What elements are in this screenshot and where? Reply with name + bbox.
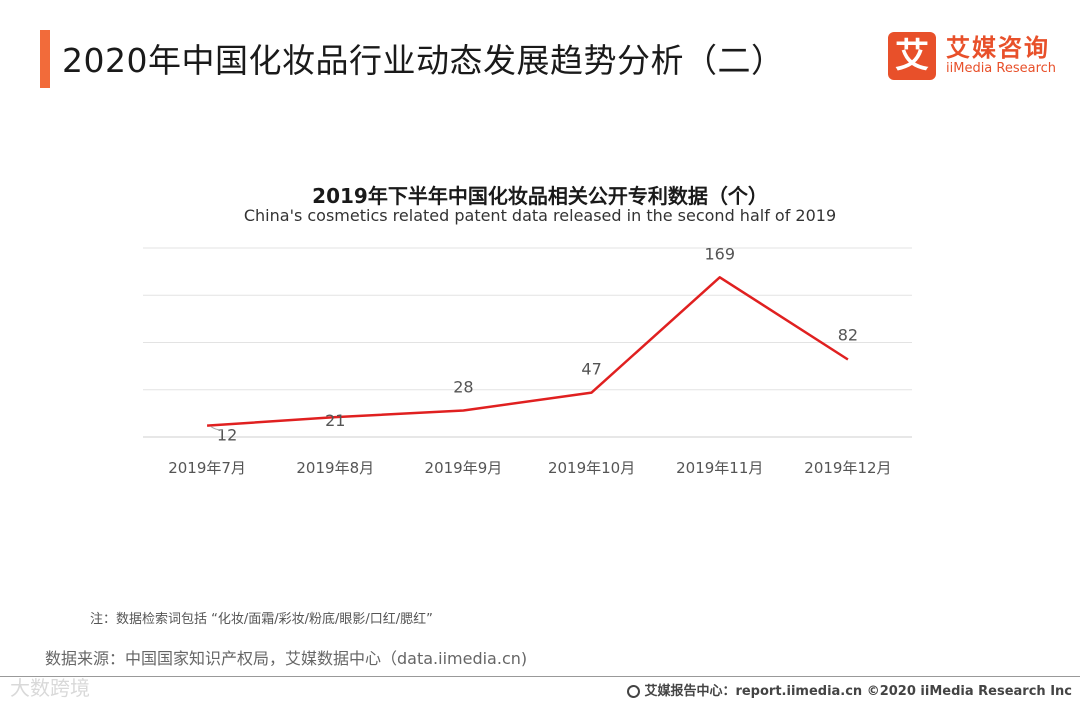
x-tick-label: 2019年10月 — [548, 459, 635, 477]
page-title: 2020年中国化妆品行业动态发展趋势分析（二） — [62, 41, 785, 80]
iimedia-logo: 艾 艾媒咨询 iiMedia Research — [888, 30, 1068, 82]
logo-name-cn: 艾媒咨询 — [946, 34, 1050, 62]
x-tick-label: 2019年11月 — [676, 459, 763, 477]
chart-note: 注：数据检索词包括 “化妆/面霜/彩妆/粉底/眼影/口红/腮红” — [90, 612, 433, 627]
data-label: 47 — [581, 360, 601, 379]
data-label-leader — [210, 426, 224, 431]
data-label: 169 — [704, 244, 735, 263]
chart-title: 2019年下半年中国化妆品相关公开专利数据（个） — [312, 184, 768, 208]
data-label: 21 — [325, 411, 345, 430]
footer-report-text: 艾媒报告中心：report.iimedia.cn ©2020 iiMedia R… — [644, 684, 1072, 699]
title-accent-bar — [40, 30, 50, 88]
watermark: 大数跨境 — [10, 676, 90, 700]
chart-subtitle: China's cosmetics related patent data re… — [243, 206, 837, 225]
data-label: 82 — [838, 326, 858, 345]
logo-mark-icon: 艾 — [888, 32, 936, 80]
data-label: 12 — [217, 426, 237, 445]
x-tick-label: 2019年9月 — [425, 459, 503, 477]
data-source: 数据来源：中国国家知识产权局，艾媒数据中心（data.iimedia.cn) — [45, 649, 528, 668]
data-label: 28 — [453, 378, 473, 397]
footer-divider — [0, 676, 1080, 677]
x-tick-label: 2019年8月 — [296, 459, 374, 477]
series-line — [207, 276, 849, 427]
x-tick-label: 2019年7月 — [168, 459, 246, 477]
globe-icon — [627, 685, 641, 698]
logo-name-en: iiMedia Research — [946, 61, 1057, 76]
footer-report-center: 艾媒报告中心：report.iimedia.cn ©2020 iiMedia R… — [627, 680, 1072, 699]
x-tick-label: 2019年12月 — [804, 459, 891, 477]
